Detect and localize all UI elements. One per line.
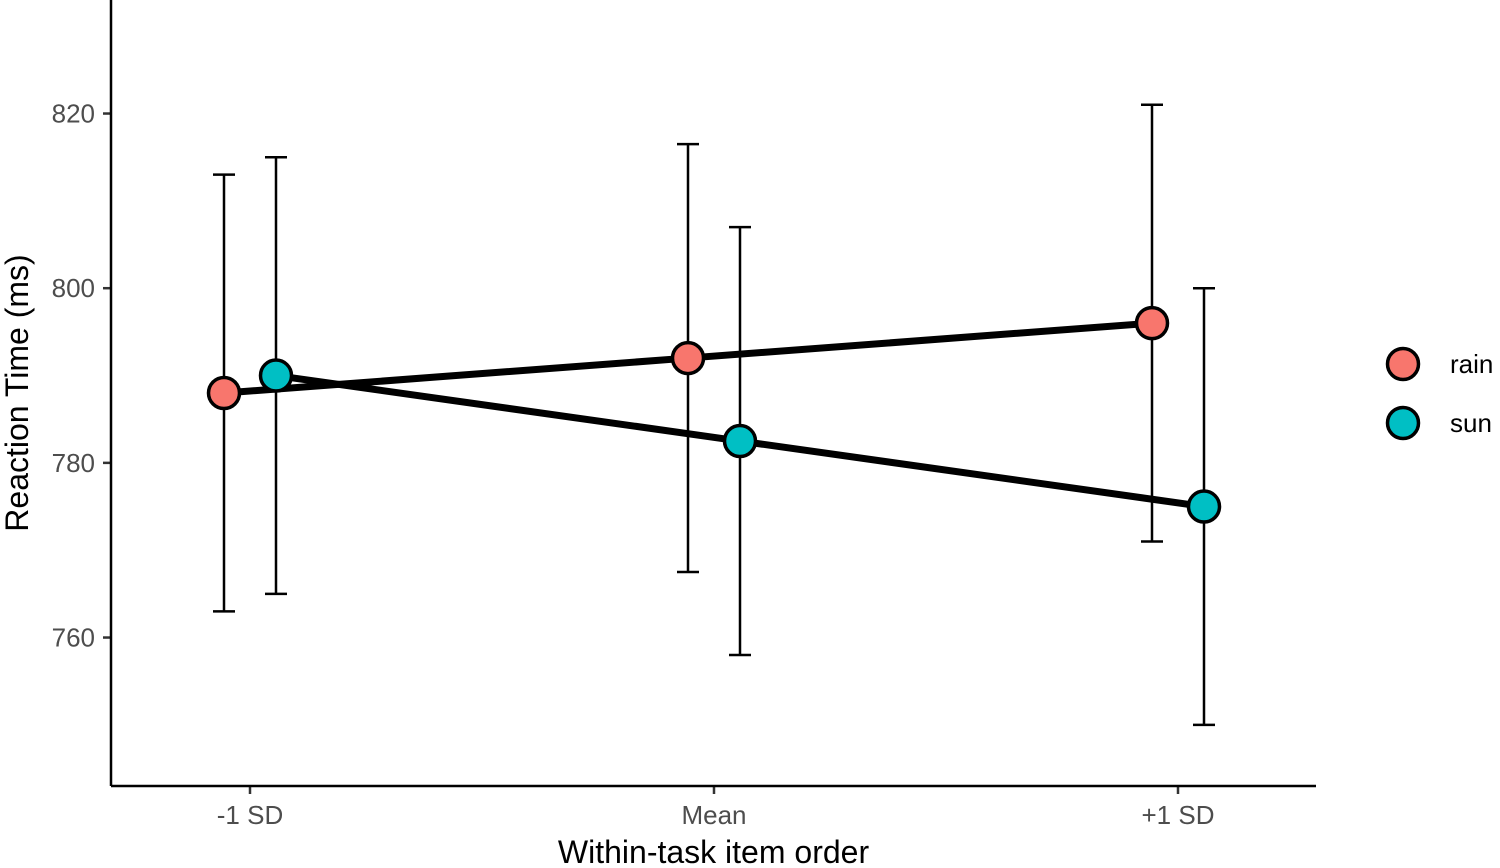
y-axis-title: Reaction Time (ms): [0, 254, 35, 531]
x-axis-title: Within-task item order: [558, 834, 870, 868]
x-tick-label: +1 SD: [1142, 800, 1215, 830]
x-tick-label: Mean: [681, 800, 746, 830]
legend-key-rain: [1385, 346, 1421, 382]
y-tick-label: 820: [52, 99, 95, 129]
data-point-rain: [1134, 305, 1170, 341]
data-point-sun: [258, 358, 294, 393]
y-tick-label: 800: [52, 273, 95, 303]
y-axis-ticks: 760 780 800 820: [52, 99, 111, 653]
data-points: [206, 305, 1222, 524]
legend-label-sun: sun: [1450, 408, 1492, 438]
data-point-sun: [722, 423, 758, 459]
data-point-sun: [1186, 489, 1222, 524]
legend: rain sun: [1385, 346, 1493, 441]
y-tick-label: 760: [52, 623, 95, 653]
x-axis-ticks: -1 SD Mean +1 SD: [217, 786, 1215, 830]
data-point-rain: [206, 375, 242, 411]
legend-key-sun: [1385, 405, 1421, 441]
data-point-rain: [670, 340, 706, 376]
legend-label-rain: rain: [1450, 349, 1493, 379]
series-lines: [223, 319, 1205, 510]
x-tick-label: -1 SD: [217, 800, 283, 830]
error-bars: [213, 103, 1215, 727]
y-tick-label: 780: [52, 448, 95, 478]
